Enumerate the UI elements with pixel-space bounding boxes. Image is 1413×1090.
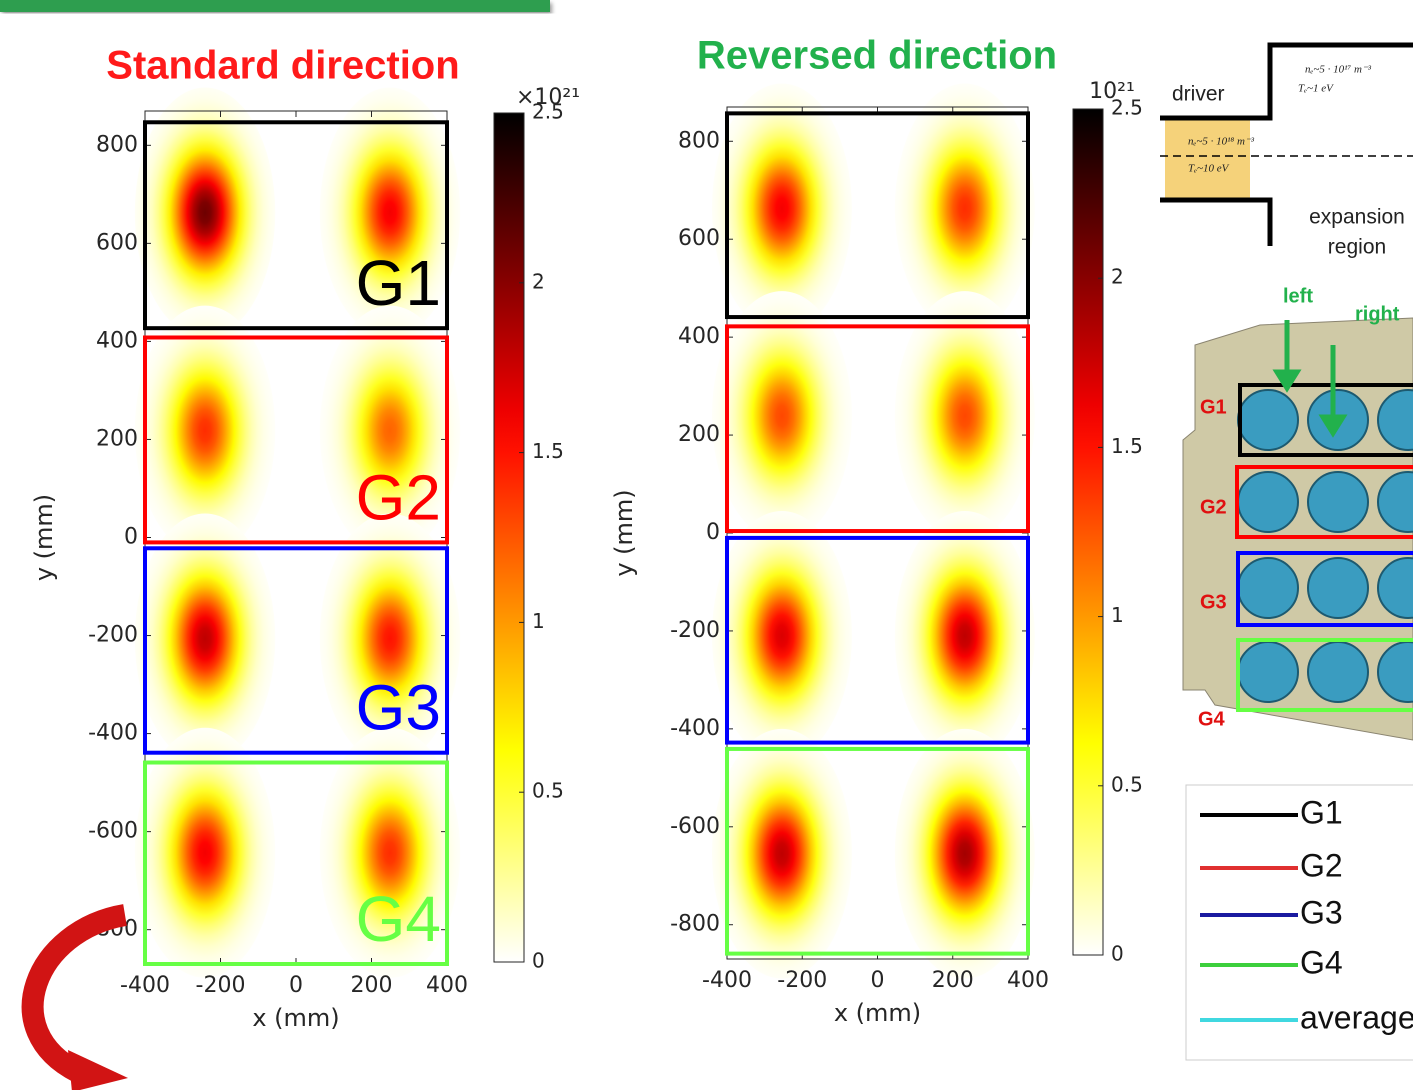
y-tick-label: -400 [88, 721, 138, 746]
y-tick-label: -200 [670, 618, 720, 643]
arrow-label: right [1355, 303, 1400, 325]
x-tick-label: 200 [932, 968, 974, 993]
y-axis-label: y (mm) [610, 489, 638, 576]
group-label: G4 [1198, 708, 1226, 730]
group-label: G1 [356, 247, 441, 319]
y-tick-label: 0 [706, 520, 720, 545]
chart-title: Reversed direction [697, 34, 1057, 78]
plasma-label: Tₑ~10 eV [1188, 163, 1230, 175]
x-tick-label: 0 [871, 968, 885, 993]
density-blob [135, 87, 275, 337]
x-tick-label: 0 [289, 973, 303, 998]
legend-label: average [1300, 999, 1413, 1035]
expansion-label: region [1328, 236, 1386, 259]
x-tick-label: -200 [777, 968, 827, 993]
plasma-label: nₑ~5 · 10¹⁷ m⁻³ [1305, 64, 1372, 76]
expansion-label: expansion [1309, 206, 1405, 229]
x-tick-label: -200 [196, 973, 246, 998]
x-tick-label: 200 [351, 973, 393, 998]
x-tick-label: -400 [120, 973, 170, 998]
y-tick-label: 200 [96, 426, 138, 451]
schematic: driver nₑ~5 · 10¹⁷ m⁻³ Tₑ~1 eV nₑ~5 · 10… [1160, 45, 1413, 259]
colorbar-tick-label: 1.5 [532, 439, 564, 463]
density-blob [895, 291, 1035, 541]
y-tick-label: -800 [670, 912, 720, 937]
legend-label: G4 [1300, 944, 1343, 980]
y-tick-label: 400 [678, 324, 720, 349]
group-label: G4 [356, 883, 441, 955]
legend-label: G2 [1300, 847, 1343, 883]
group-label: G3 [1200, 591, 1227, 613]
y-tick-label: 400 [96, 328, 138, 353]
device: left right G1 G2 G3 G4 [1183, 285, 1413, 740]
colorbar [494, 113, 524, 962]
colorbar-tick-label: 1 [532, 609, 545, 633]
density-blob [135, 728, 275, 978]
chart-title: Standard direction [106, 44, 459, 88]
colorbar-tick-label: 1 [1111, 603, 1124, 627]
density-blob [895, 729, 1035, 979]
colorbar-tick-label: 0.5 [1111, 772, 1143, 796]
group-label: G2 [356, 461, 441, 533]
y-tick-label: -600 [670, 814, 720, 839]
y-axis-label: y (mm) [30, 494, 58, 581]
x-tick-label: 400 [1007, 968, 1049, 993]
charts: Standard direction-800-600-400-200020040… [30, 34, 1143, 1032]
arrow-head [68, 1050, 128, 1090]
x-tick-label: -400 [702, 968, 752, 993]
density-blob [895, 511, 1035, 761]
driver-plasma [1165, 120, 1250, 198]
arrow-label: left [1283, 285, 1313, 307]
colorbar-tick-label: 0 [1111, 942, 1124, 966]
colorbar-tick-label: 2 [1111, 265, 1124, 289]
y-tick-label: -400 [670, 716, 720, 741]
y-tick-label: 800 [678, 128, 720, 153]
colorbar-tick-label: 0 [532, 949, 545, 973]
y-tick-label: 800 [96, 132, 138, 157]
colorbar-tick-label: 2 [532, 269, 545, 293]
y-tick-label: 600 [96, 230, 138, 255]
group-label: G2 [1200, 496, 1227, 518]
y-tick-label: 0 [124, 525, 138, 550]
y-tick-label: -600 [88, 819, 138, 844]
y-tick-label: 600 [678, 226, 720, 251]
plasma-label: Tₑ~1 eV [1298, 83, 1334, 95]
density-blob [712, 511, 852, 761]
colorbar-multiplier: 10²¹ [1089, 79, 1135, 104]
plasma-label: nₑ~5 · 10¹⁸ m⁻³ [1188, 136, 1255, 148]
colorbar-tick-label: 0.5 [532, 779, 564, 803]
colorbar-tick-label: 1.5 [1111, 434, 1143, 458]
y-tick-label: -200 [88, 623, 138, 648]
x-tick-label: 400 [426, 973, 468, 998]
legend-label: G3 [1300, 894, 1343, 930]
slide: driver nₑ~5 · 10¹⁷ m⁻³ Tₑ~1 eV nₑ~5 · 10… [0, 0, 1413, 1090]
colorbar-multiplier: ×10²¹ [516, 85, 580, 110]
legend-label: G1 [1300, 794, 1343, 830]
group-label: G3 [356, 672, 441, 744]
x-axis-label: x (mm) [834, 999, 921, 1027]
y-tick-label: 200 [678, 422, 720, 447]
x-axis-label: x (mm) [252, 1004, 339, 1032]
group-label: G1 [1200, 396, 1227, 418]
density-blob [712, 291, 852, 541]
colorbar [1073, 109, 1103, 955]
banner [0, 0, 550, 12]
driver-label: driver [1172, 83, 1225, 106]
density-blob [712, 729, 852, 979]
density-blob [135, 513, 275, 763]
